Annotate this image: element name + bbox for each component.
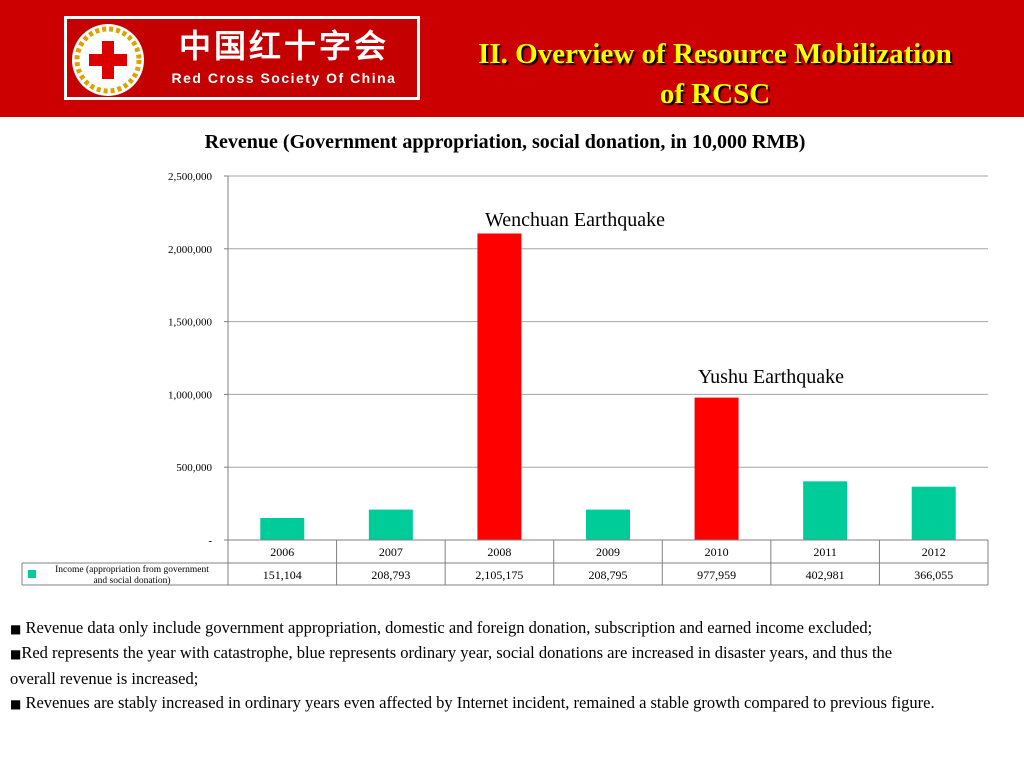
revenue-bar-chart: - 500,000 1,000,000 1,500,000 2,000,000 2,500… xyxy=(21,171,989,586)
y-tick-label: 1,500,000 xyxy=(168,317,213,329)
annotation-2010: Yushu Earthquake xyxy=(698,366,844,388)
header-banner: 中国红十字会 Red Cross Society Of China II. Ov… xyxy=(0,0,1024,117)
y-tick-label: 2,000,000 xyxy=(168,244,213,256)
notes-list: ■ Revenue data only include government a… xyxy=(10,616,940,716)
slide-title-line-1: II. Overview of Resource Mobilization xyxy=(478,38,952,70)
y-tick-label: 500,000 xyxy=(176,462,212,474)
logo-english-name: Red Cross Society Of China xyxy=(171,70,397,86)
data-value-label: 402,981 xyxy=(806,568,845,582)
bullet-square-icon: ■ xyxy=(10,647,22,662)
note-text: Revenues are stably increased in ordinar… xyxy=(21,692,935,712)
bullet-square-icon: ■ xyxy=(10,696,22,711)
data-value-label: 208,795 xyxy=(589,568,628,582)
x-tick-label: 2010 xyxy=(705,545,729,559)
bullet-square-icon: ■ xyxy=(10,622,22,636)
x-tick-label: 2007 xyxy=(379,545,403,559)
bar-2006 xyxy=(260,517,305,540)
note-text: Revenue data only include government app… xyxy=(21,618,873,637)
note-text: Red represents the year with catastrophe… xyxy=(10,643,893,688)
x-tick-label: 2009 xyxy=(596,545,620,559)
bar-2011 xyxy=(803,481,848,540)
bar-2007 xyxy=(368,509,413,540)
data-value-label: 2,105,175 xyxy=(475,568,523,582)
data-value-label: 366,055 xyxy=(914,568,953,582)
y-tick-label: 2,500,000 xyxy=(168,171,213,183)
y-tick-label: - xyxy=(208,535,212,547)
bar-2008 xyxy=(477,233,522,541)
data-value-label: 151,104 xyxy=(263,568,302,582)
legend-label-line-2: and social donation) xyxy=(93,575,170,586)
legend-color-key xyxy=(28,570,36,578)
annotation-2008: Wenchuan Earthquake xyxy=(485,209,665,231)
red-cross-emblem-icon xyxy=(72,24,144,96)
x-tick-label: 2006 xyxy=(270,545,294,559)
slide-title-line-2: of RCSC xyxy=(659,78,771,110)
bar-2012 xyxy=(911,486,956,540)
chart-title: Revenue (Government appropriation, socia… xyxy=(204,131,806,153)
note-item: ■Red represents the year with catastroph… xyxy=(10,641,940,691)
note-item: ■ Revenues are stably increased in ordin… xyxy=(10,691,940,716)
data-value-label: 977,959 xyxy=(697,568,736,582)
x-tick-label: 2008 xyxy=(487,545,511,559)
data-value-label: 208,793 xyxy=(371,568,410,582)
x-tick-label: 2011 xyxy=(813,545,837,559)
slide-title: II. Overview of Resource Mobilization of… xyxy=(420,34,1010,114)
x-tick-label: 2012 xyxy=(922,545,946,559)
bar-2009 xyxy=(586,509,630,540)
legend-label-line-1: Income (appropriation from government xyxy=(55,564,209,575)
y-tick-label: 1,000,000 xyxy=(168,389,213,401)
logo-chinese-name: 中国红十字会 xyxy=(178,27,389,65)
red-cross-logo: 中国红十字会 Red Cross Society Of China xyxy=(64,16,420,100)
bar-2010 xyxy=(694,397,739,540)
note-item: ■ Revenue data only include government a… xyxy=(10,616,940,641)
